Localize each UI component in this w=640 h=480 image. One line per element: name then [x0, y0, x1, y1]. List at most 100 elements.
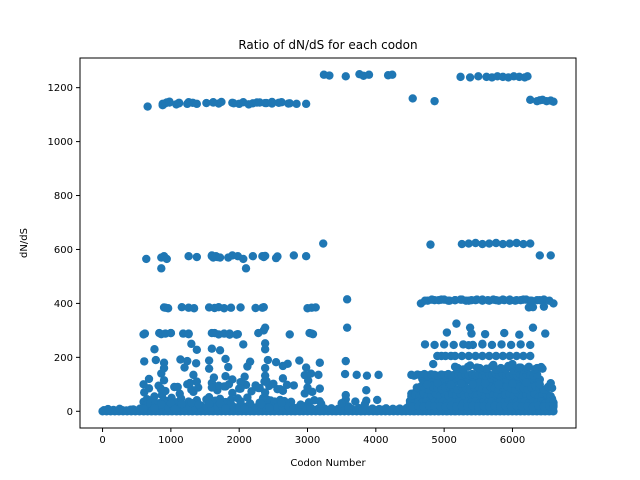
data-point	[341, 390, 350, 400]
data-point	[303, 376, 313, 385]
data-point	[226, 303, 236, 312]
data-point	[225, 329, 234, 338]
data-point	[385, 406, 394, 416]
data-point	[485, 351, 494, 361]
data-point	[475, 363, 484, 373]
data-point	[260, 251, 270, 261]
data-point	[362, 371, 372, 380]
data-point	[269, 379, 278, 388]
y-axis-ticks: 0 200 400 600 800 1000 1200	[48, 83, 80, 418]
data-point	[480, 329, 490, 339]
data-point	[241, 264, 251, 273]
data-point	[292, 99, 301, 109]
data-point	[471, 238, 480, 248]
data-point	[229, 99, 238, 108]
data-point	[180, 363, 189, 372]
x-axis-title: Codon Number	[290, 458, 366, 469]
data-point	[427, 295, 437, 304]
x-tick-label: 1000	[158, 435, 183, 446]
y-tick-label: 1200	[48, 83, 73, 94]
plot-frame	[79, 57, 577, 429]
data-point	[210, 328, 219, 338]
data-point	[439, 340, 449, 349]
data-point	[464, 341, 473, 350]
data-point	[239, 254, 248, 264]
data-point	[457, 351, 467, 361]
data-point	[524, 362, 534, 371]
data-point	[340, 369, 350, 379]
data-point	[296, 400, 305, 409]
data-point	[315, 384, 324, 393]
data-point	[498, 351, 508, 361]
data-point	[273, 252, 282, 261]
data-point	[184, 329, 193, 339]
data-point	[251, 303, 260, 313]
data-point	[215, 253, 225, 262]
data-point	[192, 345, 202, 354]
data-point	[278, 361, 288, 371]
y-tick-label: 400	[54, 299, 73, 310]
data-point	[166, 328, 176, 338]
data-point	[506, 340, 516, 350]
data-point	[221, 354, 230, 364]
data-point	[219, 382, 229, 391]
data-point	[337, 398, 346, 408]
data-point	[360, 400, 370, 409]
data-point	[330, 406, 340, 416]
data-point	[314, 370, 323, 380]
data-point	[500, 328, 509, 338]
data-point	[267, 97, 277, 107]
data-point	[505, 239, 514, 248]
data-point	[351, 397, 360, 406]
y-axis-title: dN/dS	[19, 228, 30, 258]
data-point	[307, 404, 316, 413]
data-point	[505, 351, 514, 361]
data-point	[159, 376, 169, 385]
data-point	[259, 302, 268, 312]
data-point	[240, 404, 249, 414]
data-point	[194, 400, 204, 409]
data-point	[549, 402, 558, 411]
data-point	[177, 399, 186, 409]
data-point	[285, 330, 294, 339]
x-tick-label: 6000	[500, 435, 525, 446]
data-point	[480, 379, 490, 388]
data-point	[260, 98, 270, 108]
data-point	[344, 403, 353, 413]
data-point	[277, 398, 286, 408]
x-tick-label: 0	[99, 435, 105, 446]
data-point	[263, 355, 273, 365]
data-point	[450, 351, 460, 361]
data-point	[282, 380, 292, 390]
x-tick-label: 3000	[295, 435, 320, 446]
data-point	[295, 356, 304, 365]
data-point	[528, 323, 538, 332]
data-point	[408, 94, 417, 103]
data-point	[177, 302, 186, 312]
data-point	[491, 238, 501, 248]
data-point	[498, 239, 508, 249]
data-point	[474, 72, 483, 81]
data-point	[192, 252, 202, 262]
data-point	[207, 344, 217, 353]
data-point	[316, 406, 326, 416]
data-point	[478, 239, 487, 249]
data-point	[464, 239, 473, 248]
data-point	[207, 383, 217, 392]
chart-title: Ratio of dN/dS for each codon	[238, 38, 417, 52]
data-point	[262, 376, 271, 386]
data-point	[549, 299, 558, 308]
data-point	[465, 323, 475, 332]
data-point	[485, 239, 494, 248]
data-point	[478, 339, 487, 349]
data-point	[422, 380, 432, 389]
data-point	[260, 323, 270, 332]
data-point	[187, 385, 196, 394]
data-point	[165, 98, 174, 107]
data-point	[319, 239, 328, 248]
data-point	[183, 99, 192, 109]
data-point	[521, 378, 531, 387]
data-point	[342, 295, 352, 304]
data-point	[426, 240, 435, 249]
data-point	[449, 340, 458, 350]
